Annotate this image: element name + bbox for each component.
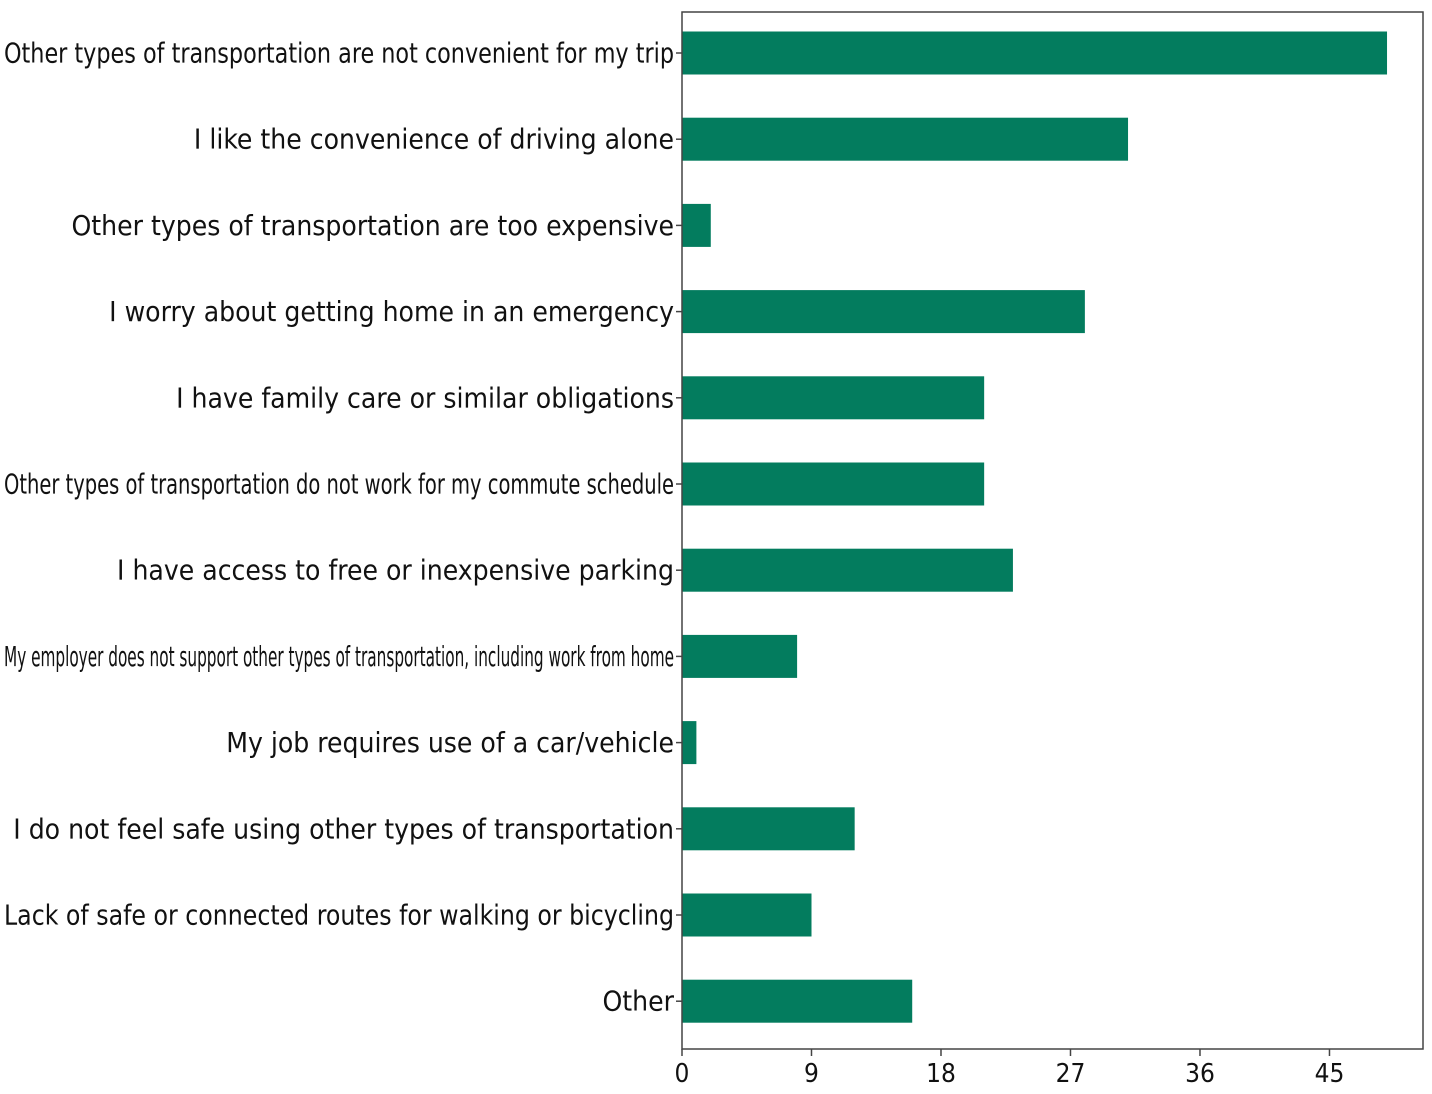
bar-11 xyxy=(682,893,812,937)
bars-layer xyxy=(682,31,1388,1023)
category-labels: Other types of transportation are not co… xyxy=(4,37,675,1018)
bar-6 xyxy=(682,462,985,506)
x-tick-label-18: 18 xyxy=(926,1059,956,1089)
x-tick-label-0: 0 xyxy=(675,1059,690,1089)
category-label-3: Other types of transportation are too ex… xyxy=(71,209,674,242)
x-tick-label-27: 27 xyxy=(1056,1059,1086,1089)
x-tick-label-36: 36 xyxy=(1185,1059,1215,1089)
bar-2 xyxy=(682,117,1129,161)
plot-frame xyxy=(681,11,1424,1050)
bar-9 xyxy=(682,721,697,765)
x-tick-label-45: 45 xyxy=(1315,1059,1345,1089)
bar-1 xyxy=(682,31,1388,75)
bar-7 xyxy=(682,548,1013,592)
category-label-4: I worry about getting home in an emergen… xyxy=(109,295,674,328)
bar-5 xyxy=(682,376,985,420)
bar-3 xyxy=(682,203,711,247)
category-label-11: Lack of safe or connected routes for wal… xyxy=(4,899,674,932)
bar-12 xyxy=(682,979,913,1023)
bar-10 xyxy=(682,807,855,851)
category-label-2: I like the convenience of driving alone xyxy=(194,123,674,156)
category-label-1: Other types of transportation are not co… xyxy=(4,37,674,70)
category-label-6: Other types of transportation do not wor… xyxy=(4,468,674,501)
category-label-8: My employer does not support other types… xyxy=(4,640,674,673)
category-label-12: Other xyxy=(602,985,674,1018)
category-label-5: I have family care or similar obligation… xyxy=(176,381,674,414)
category-label-9: My job requires use of a car/vehicle xyxy=(226,726,674,759)
bar-4 xyxy=(682,290,1085,334)
x-axis-ticks: 0 9 18 27 36 45 xyxy=(675,52,1345,1089)
category-label-10: I do not feel safe using other types of … xyxy=(13,812,674,845)
bar-8 xyxy=(682,634,798,678)
x-tick-label-9: 9 xyxy=(804,1059,819,1089)
category-label-7: I have access to free or inexpensive par… xyxy=(117,554,674,587)
